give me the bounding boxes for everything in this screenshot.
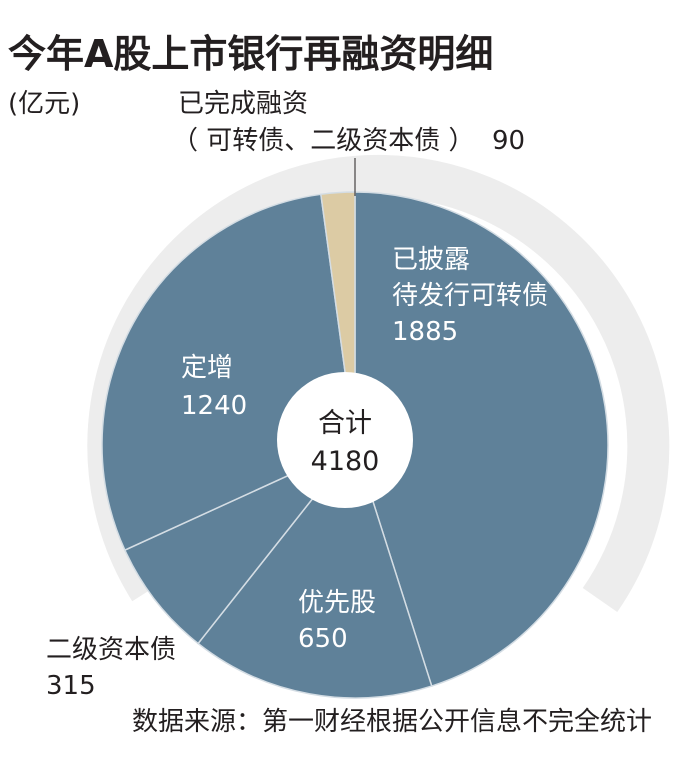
unit-label: (亿元) <box>8 89 80 119</box>
chart-title: 今年A股上市银行再融资明细 <box>8 32 493 76</box>
slice-value-private-placement: 1240 <box>181 391 247 421</box>
slice-value-completed: 90 <box>492 126 525 156</box>
slice-value-preferred-stock: 650 <box>298 624 348 654</box>
slice-label-convertible-pending-line2: 待发行可转债 <box>392 281 548 311</box>
donut-hole <box>277 372 413 508</box>
slice-label-tier2-bond: 二级资本债 <box>46 635 176 665</box>
slice-label-completed-line1: 已完成融资 <box>178 89 308 119</box>
total-label: 合计 <box>318 408 372 439</box>
slice-label-private-placement: 定增 <box>181 353 233 383</box>
total-value: 4180 <box>311 446 380 477</box>
slice-preferred-stock <box>197 443 433 699</box>
slice-tier2-bond <box>123 444 356 645</box>
data-source: 数据来源：第一财经根据公开信息不完全统计 <box>132 707 652 737</box>
slice-label-completed-line2: （ 可转债、二级资本债 ） <box>172 126 475 156</box>
slice-value-convertible-pending: 1885 <box>392 317 458 347</box>
slices <box>101 191 609 699</box>
slice-label-convertible-pending-line1: 已披露 <box>392 245 470 275</box>
slice-value-tier2-bond: 315 <box>46 671 96 701</box>
slice-label-preferred-stock: 优先股 <box>298 588 376 618</box>
slice-convertible-pending <box>354 191 609 688</box>
